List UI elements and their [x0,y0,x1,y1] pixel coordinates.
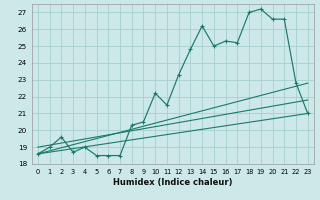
X-axis label: Humidex (Indice chaleur): Humidex (Indice chaleur) [113,178,233,187]
